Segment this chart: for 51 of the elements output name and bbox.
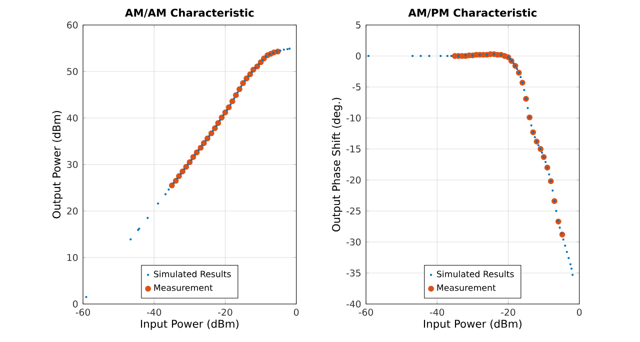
point [190, 154, 196, 160]
point [168, 182, 175, 188]
point [208, 130, 214, 136]
y-tick-label: 60 [67, 21, 78, 29]
x-tick-label: 0 [576, 308, 582, 316]
point [180, 168, 186, 174]
x-tick-label: -20 [218, 308, 232, 316]
x-axis-title: Input Power (dBm) [140, 320, 238, 330]
legend-label: Measurement [154, 284, 213, 291]
y-tick-label: 5 [356, 22, 360, 28]
x-tick-label: -40 [430, 308, 444, 316]
point [229, 98, 236, 104]
y-tick-label: -35 [346, 269, 360, 277]
legend-label: Simulated Results [154, 270, 231, 278]
y-tick-label: 0 [356, 52, 361, 60]
y-tick-label: 10 [67, 254, 78, 262]
point [244, 76, 250, 82]
point [218, 114, 225, 120]
y-tick-label: -25 [346, 207, 360, 215]
point [236, 86, 242, 92]
y-tick-label: 50 [67, 68, 78, 76]
x-tick-label: -20 [501, 308, 516, 316]
y-tick-label: -15 [346, 146, 360, 152]
y-tick-label: -20 [346, 176, 361, 184]
y-axis-title: Output Power (dBm) [52, 110, 63, 218]
point [232, 92, 239, 98]
point [226, 104, 232, 110]
point [222, 109, 228, 116]
x-tick-label: -60 [76, 308, 90, 316]
y-tick-label: -30 [346, 238, 361, 246]
legend-label: Simulated Results [436, 270, 514, 278]
point [215, 120, 222, 126]
x-tick-label: 0 [294, 308, 299, 316]
chart-title: AM/PM Characteristic [408, 8, 536, 18]
x-tick-label: -60 [358, 308, 373, 316]
y-tick-label: -40 [346, 300, 361, 308]
y-axis-title: Output Phase Shift (deg.) [332, 98, 342, 232]
point [240, 80, 246, 86]
legend-label: Measurement [437, 284, 496, 291]
point [212, 125, 218, 132]
point [204, 136, 210, 142]
point [176, 173, 182, 180]
y-tick-label: 40 [66, 114, 78, 122]
y-tick-label: 30 [67, 160, 78, 168]
x-tick-label: -40 [146, 308, 162, 316]
y-tick-label: 20 [67, 207, 78, 215]
x-axis-title: Input Power (dBm) [424, 320, 522, 330]
chart-title: AM/AM Characteristic [125, 8, 254, 18]
y-tick-label: -5 [352, 84, 360, 90]
y-tick-label: 0 [72, 300, 78, 308]
y-tick-label: -10 [346, 114, 361, 122]
